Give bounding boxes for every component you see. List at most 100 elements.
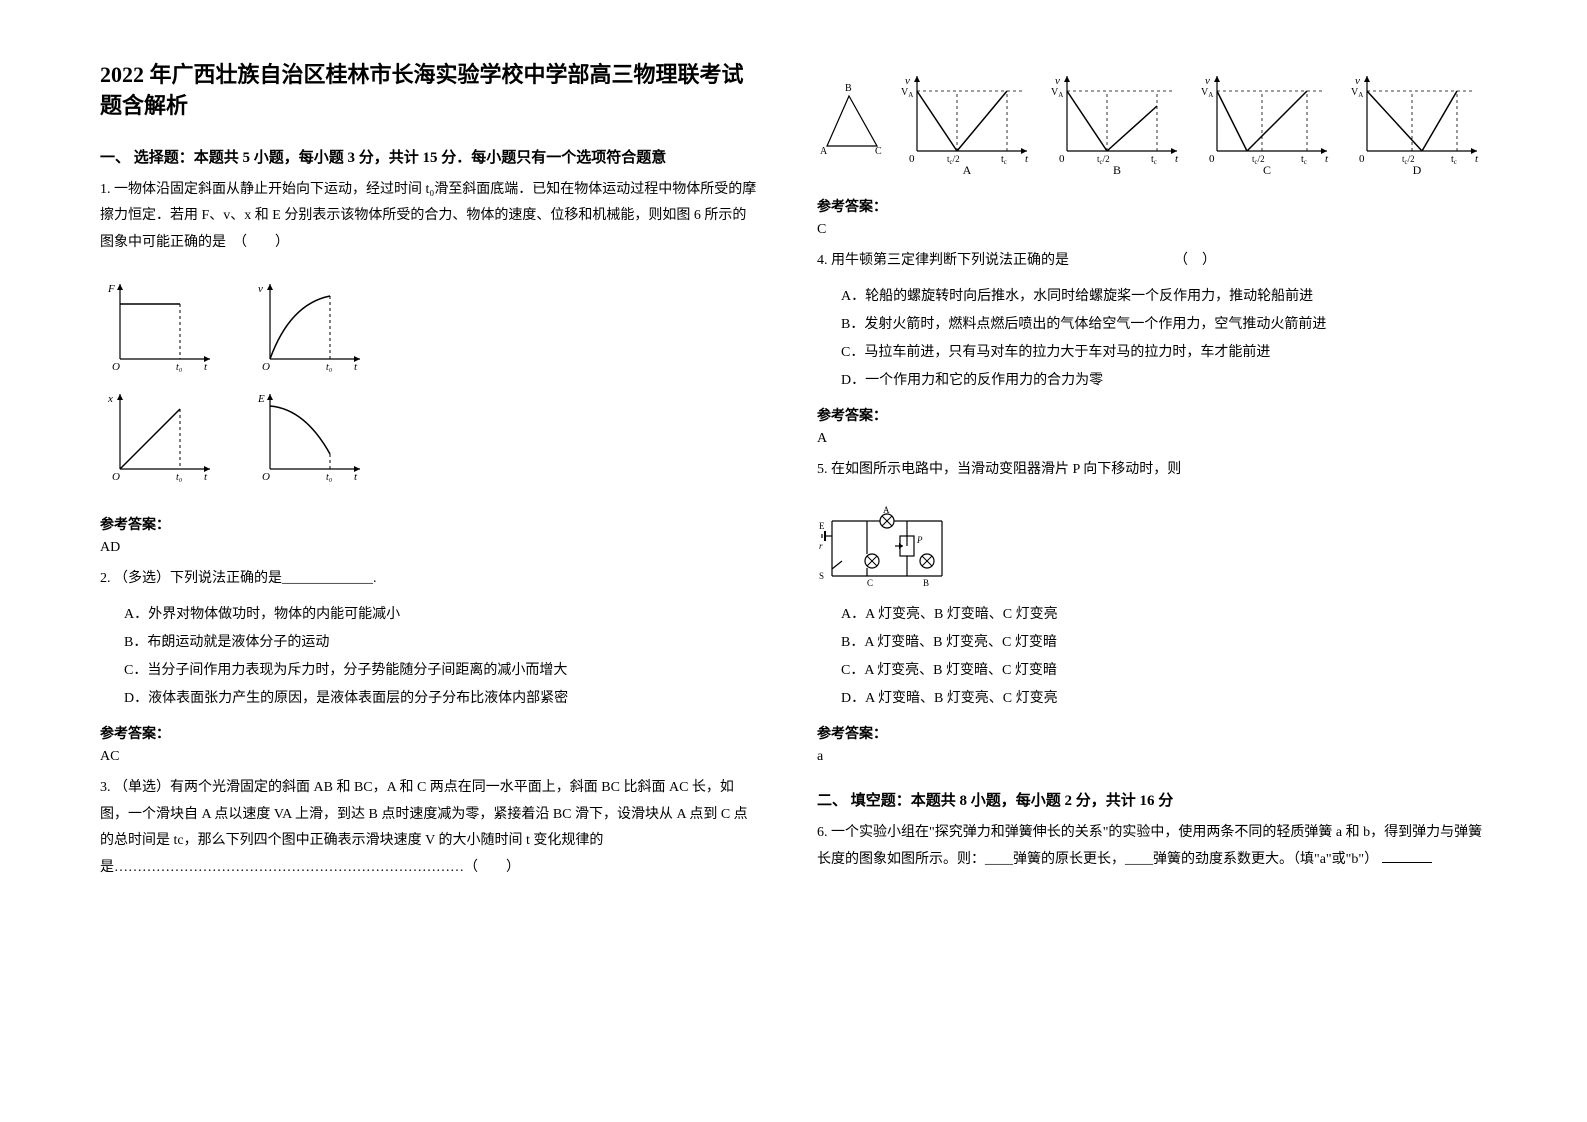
- svg-text:O: O: [112, 471, 120, 483]
- svg-text:A: A: [963, 163, 972, 176]
- svg-text:t: t: [1025, 153, 1029, 165]
- q3-answer-label: 参考答案：: [817, 196, 1487, 216]
- svg-text:0: 0: [1209, 153, 1215, 165]
- document-title: 2022 年广西壮族自治区桂林市长海实验学校中学部高三物理联考试题含解析: [100, 60, 757, 122]
- svg-text:D: D: [306, 483, 315, 484]
- q4-option-b: B．发射火箭时，燃料点燃后喷出的气体给空气一个作用力，空气推动火箭前进: [817, 311, 1487, 339]
- svg-text:F: F: [107, 283, 115, 295]
- svg-text:P: P: [916, 535, 923, 545]
- svg-text:S: S: [819, 571, 824, 581]
- q1-plot-a: F O t₀ t A: [100, 274, 220, 374]
- q3-diagrams: A B C v VA 0 tc/2 tc t A: [817, 66, 1487, 176]
- svg-text:t: t: [204, 361, 208, 373]
- q5-answer: a: [817, 749, 1487, 765]
- svg-text:x: x: [107, 393, 113, 405]
- q4-option-c: C．马拉车前进，只有马对车的拉力大于车对马的拉力时，车才能前进: [817, 339, 1487, 367]
- q3-inset-triangle: A B C: [817, 66, 887, 176]
- svg-text:O: O: [262, 471, 270, 483]
- svg-text:t: t: [354, 361, 358, 373]
- q5-answer-label: 参考答案：: [817, 723, 1487, 743]
- svg-text:0: 0: [1059, 153, 1065, 165]
- svg-text:tc/2: tc/2: [1097, 154, 1110, 166]
- q5-circuit: E r S A P C B: [817, 501, 957, 591]
- svg-text:tc: tc: [1151, 154, 1157, 166]
- q3-plot-a: v VA 0 tc/2 tc t A: [897, 66, 1037, 176]
- q5-option-c: C．A 灯变亮、B 灯变暗、C 灯变暗: [817, 657, 1487, 685]
- svg-text:t: t: [1475, 153, 1479, 165]
- left-column: 2022 年广西壮族自治区桂林市长海实验学校中学部高三物理联考试题含解析 一、 …: [100, 60, 757, 1062]
- q5-option-d: D．A 灯变暗、B 灯变亮、C 灯变亮: [817, 685, 1487, 713]
- svg-text:E: E: [819, 521, 825, 531]
- section-2-heading: 二、 填空题：本题共 8 小题，每小题 2 分，共计 16 分: [817, 789, 1487, 810]
- svg-text:t₀: t₀: [176, 362, 183, 373]
- q6-blank: [1382, 849, 1432, 863]
- svg-text:C: C: [867, 578, 873, 588]
- q3-text: 3. （单选）有两个光滑固定的斜面 AB 和 BC，A 和 C 两点在同一水平面…: [100, 775, 757, 881]
- svg-text:t₀: t₀: [176, 472, 183, 483]
- q2-option-d: D．液体表面张力产生的原因，是液体表面层的分子分布比液体内部紧密: [100, 685, 757, 713]
- right-column: A B C v VA 0 tc/2 tc t A: [817, 60, 1487, 1062]
- svg-text:D: D: [1413, 163, 1422, 176]
- q3-plot-d: v VA 0 tc/2 tc t D: [1347, 66, 1487, 176]
- q3-answer: C: [817, 222, 1487, 238]
- q1-plot-d: E O t₀ t D: [250, 384, 370, 484]
- q4-answer-label: 参考答案：: [817, 405, 1487, 425]
- svg-text:t: t: [1325, 153, 1329, 165]
- svg-text:0: 0: [1359, 153, 1365, 165]
- svg-text:VA: VA: [901, 87, 913, 99]
- svg-text:tc: tc: [1301, 154, 1307, 166]
- q3-plot-b: v VA 0 tc/2 tc t B: [1047, 66, 1187, 176]
- svg-text:C: C: [1263, 163, 1271, 176]
- svg-text:B: B: [1113, 163, 1121, 176]
- svg-text:t₀: t₀: [326, 362, 333, 373]
- q2-text: 2. （多选）下列说法正确的是_____________.: [100, 566, 757, 593]
- q1-answer-label: 参考答案：: [100, 514, 757, 534]
- svg-text:C: C: [156, 483, 164, 484]
- q1-plot-c: x O t₀ t C: [100, 384, 220, 484]
- q3-plot-c: v VA 0 tc/2 tc t C: [1197, 66, 1337, 176]
- svg-text:A: A: [156, 373, 165, 374]
- svg-text:E: E: [257, 393, 265, 405]
- q4-option-d: D．一个作用力和它的反作用力的合力为零: [817, 367, 1487, 395]
- svg-text:0: 0: [909, 153, 915, 165]
- svg-text:VA: VA: [1351, 87, 1363, 99]
- q5-option-b: B．A 灯变暗、B 灯变亮、C 灯变暗: [817, 629, 1487, 657]
- svg-text:tc/2: tc/2: [947, 154, 960, 166]
- svg-text:O: O: [112, 361, 120, 373]
- svg-text:B: B: [923, 578, 929, 588]
- svg-text:t: t: [1175, 153, 1179, 165]
- q4-option-a: A．轮船的螺旋转时向后推水，水同时给螺旋桨一个反作用力，推动轮船前进: [817, 283, 1487, 311]
- section-1-heading: 一、 选择题：本题共 5 小题，每小题 3 分，共计 15 分．每小题只有一个选…: [100, 146, 757, 167]
- svg-text:t₀: t₀: [326, 472, 333, 483]
- q2-option-c: C．当分子间作用力表现为斥力时，分子势能随分子间距离的减小而增大: [100, 657, 757, 685]
- q1-text: 1. 一物体沿固定斜面从静止开始向下运动，经过时间 t₀滑至斜面底端．已知在物体…: [100, 177, 757, 257]
- svg-text:v: v: [1055, 75, 1060, 87]
- svg-text:A: A: [883, 505, 890, 515]
- svg-text:r: r: [819, 541, 823, 551]
- svg-text:B: B: [306, 373, 314, 374]
- svg-text:C: C: [875, 146, 882, 157]
- svg-text:v: v: [1205, 75, 1210, 87]
- q2-option-a: A．外界对物体做功时，物体的内能可能减小: [100, 601, 757, 629]
- svg-text:v: v: [1355, 75, 1360, 87]
- q5-option-a: A．A 灯变亮、B 灯变暗、C 灯变亮: [817, 601, 1487, 629]
- svg-text:v: v: [258, 283, 263, 295]
- q2-option-b: B．布朗运动就是液体分子的运动: [100, 629, 757, 657]
- q4-answer: A: [817, 431, 1487, 447]
- svg-text:t: t: [204, 471, 208, 483]
- q4-text: 4. 用牛顿第三定律判断下列说法正确的是 （ ）: [817, 248, 1487, 275]
- svg-text:O: O: [262, 361, 270, 373]
- svg-text:A: A: [820, 146, 828, 157]
- q2-answer: AC: [100, 749, 757, 765]
- q2-answer-label: 参考答案：: [100, 723, 757, 743]
- svg-text:t: t: [354, 471, 358, 483]
- q5-text: 5. 在如图所示电路中，当滑动变阻器滑片 P 向下移动时，则: [817, 457, 1487, 484]
- svg-text:tc: tc: [1451, 154, 1457, 166]
- q1-answer: AD: [100, 540, 757, 556]
- svg-text:B: B: [845, 83, 852, 94]
- svg-text:v: v: [905, 75, 910, 87]
- q6-text: 6. 一个实验小组在"探究弹力和弹簧伸长的关系"的实验中，使用两条不同的轻质弹簧…: [817, 820, 1487, 873]
- q1-diagrams: F O t₀ t A v O t₀ t B: [100, 274, 757, 494]
- q1-plot-b: v O t₀ t B: [250, 274, 370, 374]
- svg-text:tc: tc: [1001, 154, 1007, 166]
